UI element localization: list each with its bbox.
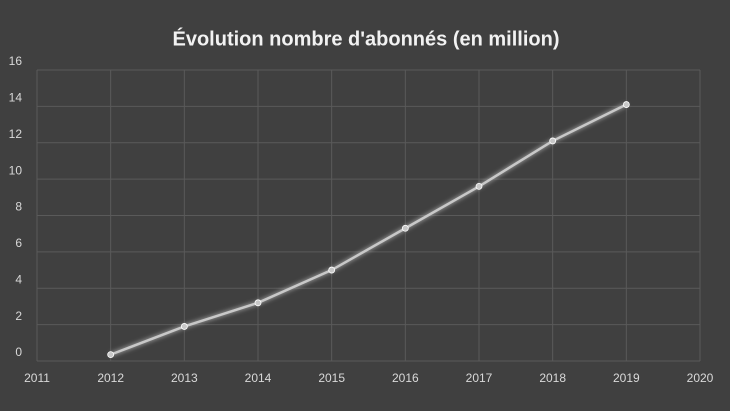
point [180,323,188,330]
x-tick-label: 2018 [539,371,566,385]
x-tick-label: 2017 [466,371,493,385]
point [328,266,336,274]
x-tick-label: 2014 [245,371,272,385]
x-tick-label: 2012 [97,371,124,385]
y-tick-label: 16 [9,54,23,68]
point [107,351,115,359]
y-tick-label: 2 [15,309,22,323]
series-line [110,103,627,356]
x-tick-label: 2016 [392,371,419,385]
y-tick-label: 10 [9,163,23,177]
point [622,101,630,108]
point [549,137,557,145]
x-tick-label: 2011 [24,371,50,385]
point [401,224,409,232]
y-tick-label: 8 [15,200,22,214]
x-tick-label: 2015 [318,371,345,385]
point [254,299,262,307]
y-tick-label: 4 [15,272,22,286]
chart-title: Évolution nombre d'abonnés (en million) [173,27,560,50]
y-tick-label: 12 [9,127,23,141]
point [475,182,483,190]
y-tick-label: 14 [9,91,23,105]
y-tick-label: 6 [15,236,22,250]
x-tick-label: 2019 [613,371,640,385]
y-tick-label: 0 [15,345,22,359]
x-tick-label: 2020 [687,371,714,385]
x-tick-label: 2013 [171,371,198,385]
